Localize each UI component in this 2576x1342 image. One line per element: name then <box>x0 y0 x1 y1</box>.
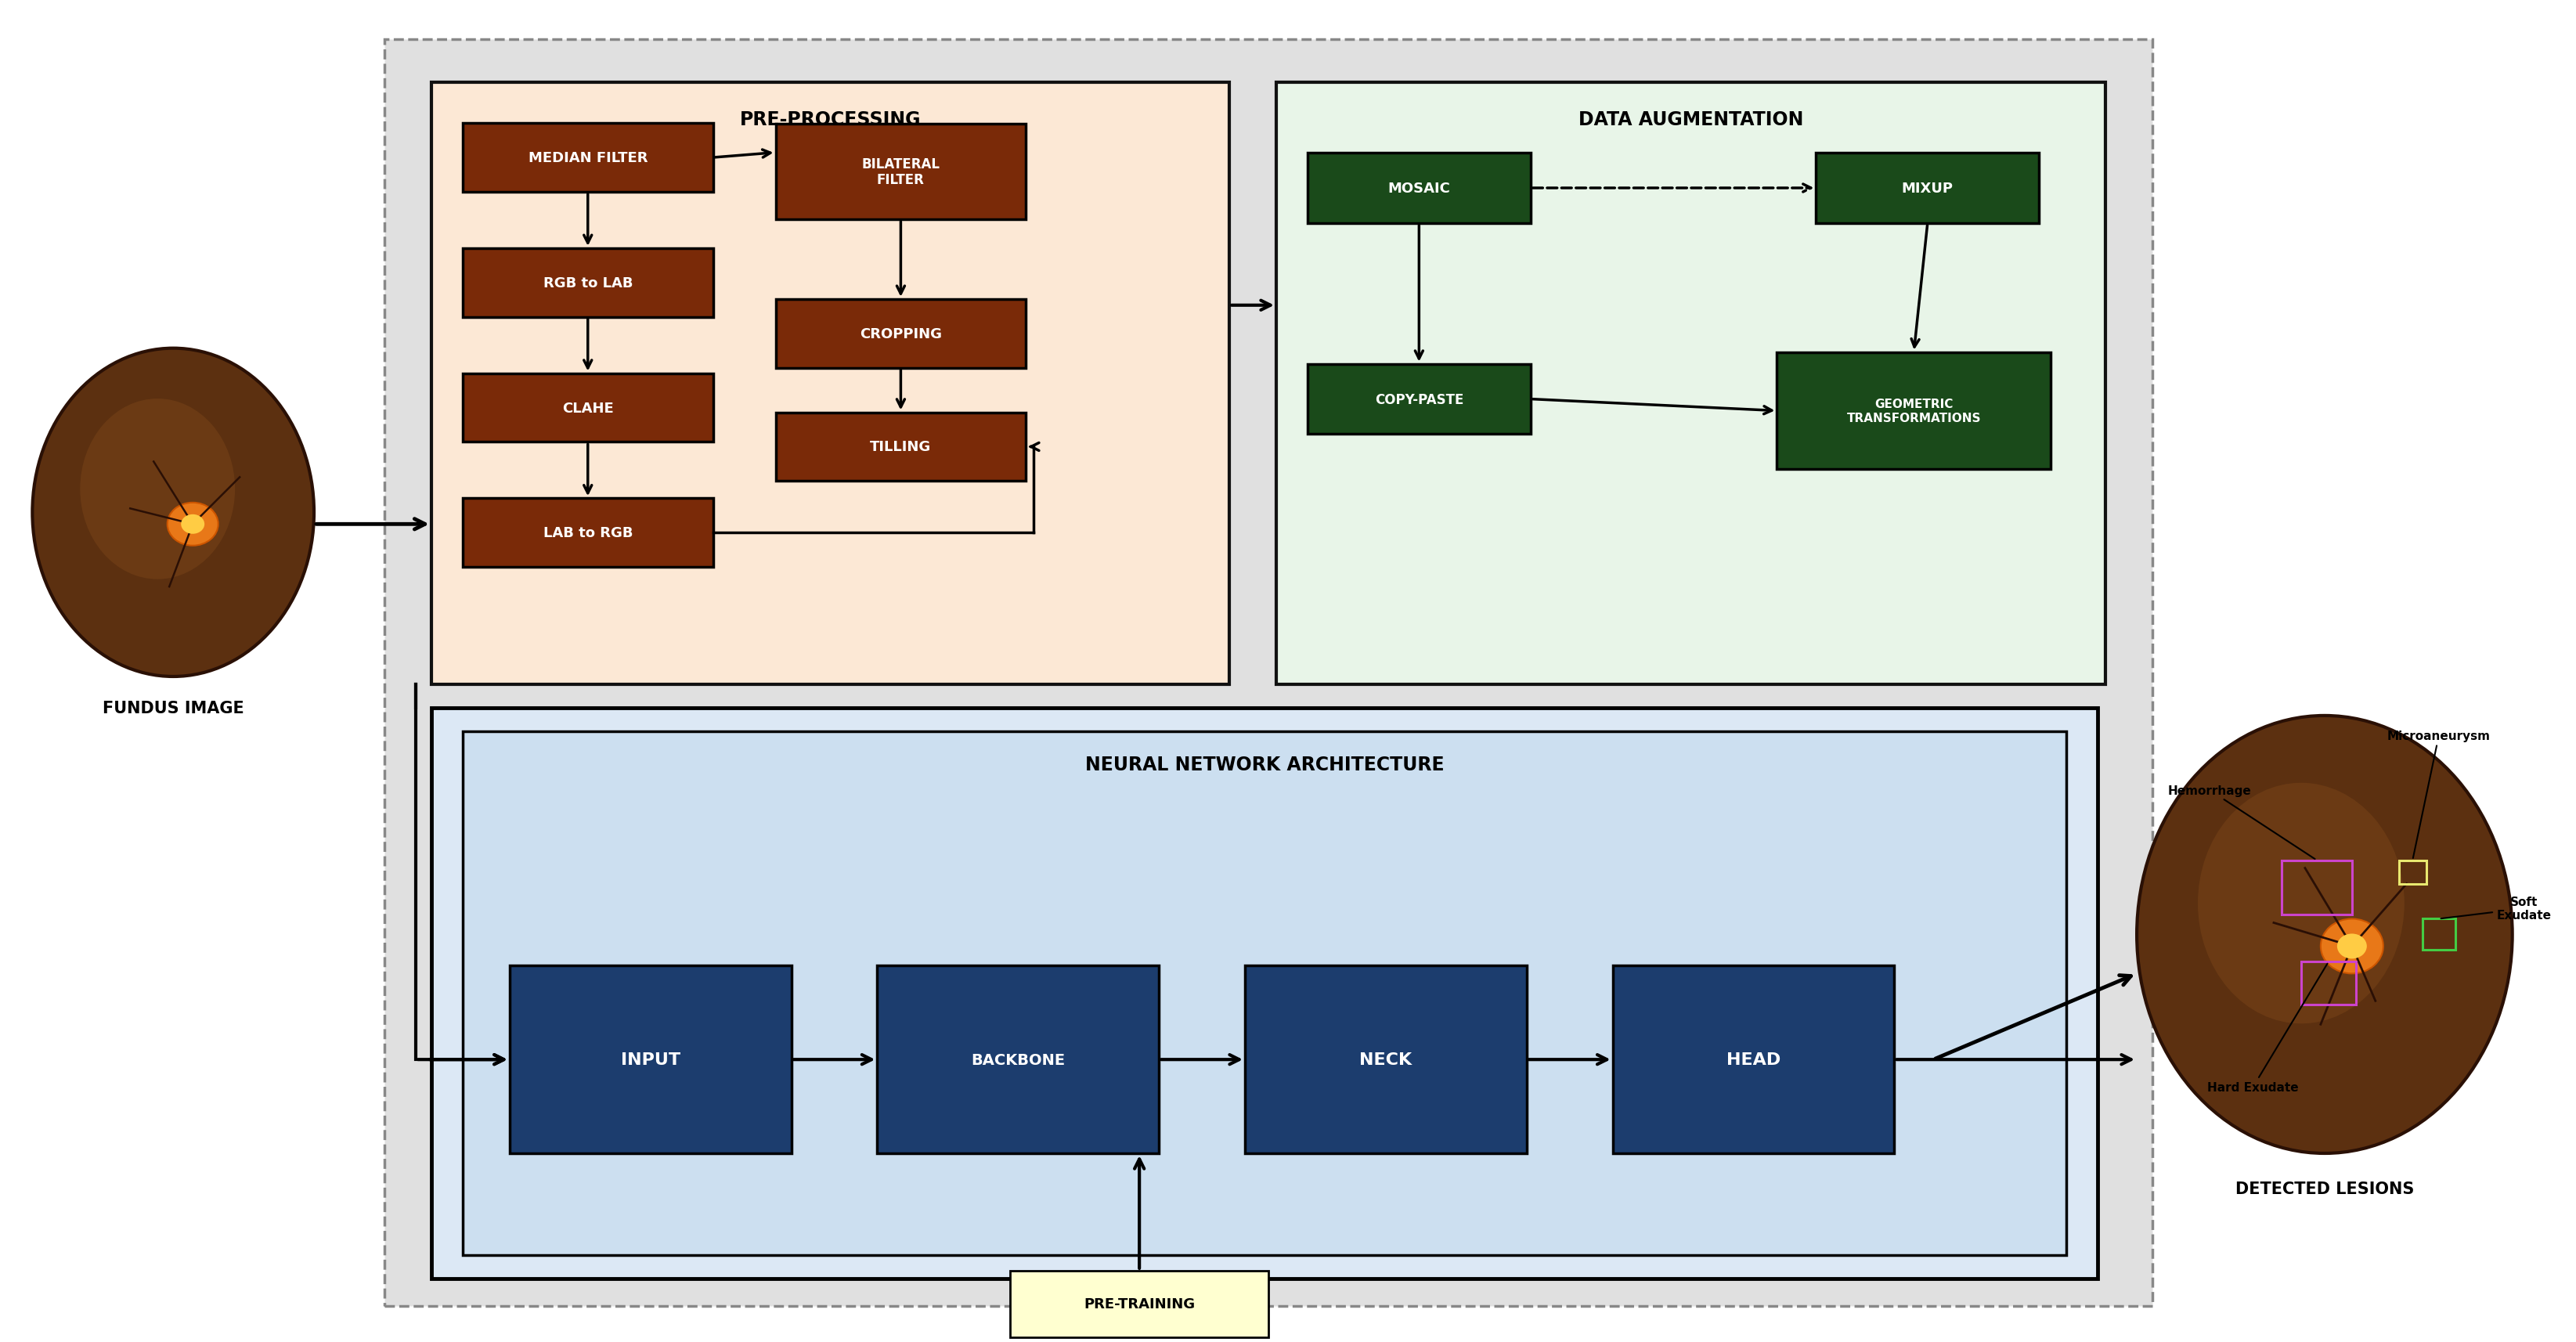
Text: NEURAL NETWORK ARCHITECTURE: NEURAL NETWORK ARCHITECTURE <box>1084 756 1445 774</box>
Text: Hemorrhage: Hemorrhage <box>2169 785 2316 859</box>
Text: FUNDUS IMAGE: FUNDUS IMAGE <box>103 701 245 715</box>
Text: RGB to LAB: RGB to LAB <box>544 276 634 290</box>
Text: Microaneurysm: Microaneurysm <box>2388 730 2491 859</box>
Text: MIXUP: MIXUP <box>1901 181 1953 196</box>
Text: MOSAIC: MOSAIC <box>1388 181 1450 196</box>
Bar <box>1275 83 2105 684</box>
Ellipse shape <box>2197 784 2403 1024</box>
Text: Soft
Exudate: Soft Exudate <box>2442 896 2550 922</box>
Text: INPUT: INPUT <box>621 1052 680 1067</box>
Text: HEAD: HEAD <box>1726 1052 1780 1067</box>
Bar <box>1309 365 1530 435</box>
Bar <box>1613 966 1893 1153</box>
Bar <box>1309 153 1530 224</box>
Bar <box>1777 353 2050 470</box>
Text: BILATERAL
FILTER: BILATERAL FILTER <box>860 157 940 188</box>
Text: DATA AUGMENTATION: DATA AUGMENTATION <box>1579 110 1803 129</box>
Bar <box>384 40 2154 1306</box>
Text: DETECTED LESIONS: DETECTED LESIONS <box>2236 1181 2414 1197</box>
Bar <box>464 123 714 192</box>
Bar <box>775 299 1025 368</box>
Bar <box>2282 860 2352 915</box>
Text: GEOMETRIC
TRANSFORMATIONS: GEOMETRIC TRANSFORMATIONS <box>1847 399 1981 424</box>
Bar <box>430 83 1229 684</box>
Text: BACKBONE: BACKBONE <box>971 1052 1064 1067</box>
Text: PRE-TRAINING: PRE-TRAINING <box>1084 1296 1195 1311</box>
Text: NECK: NECK <box>1360 1052 1412 1067</box>
Ellipse shape <box>2336 934 2367 960</box>
Bar <box>464 731 2066 1255</box>
Ellipse shape <box>33 349 314 676</box>
Bar <box>2398 860 2427 884</box>
Bar <box>464 499 714 568</box>
Text: COPY-PASTE: COPY-PASTE <box>1376 392 1463 407</box>
Bar <box>464 373 714 443</box>
Bar <box>464 248 714 318</box>
Bar <box>775 413 1025 482</box>
Bar <box>1816 153 2040 224</box>
Text: TILLING: TILLING <box>871 440 933 454</box>
Bar <box>2421 919 2455 950</box>
Bar <box>510 966 791 1153</box>
Text: CLAHE: CLAHE <box>562 401 613 415</box>
Ellipse shape <box>180 515 204 534</box>
Text: Hard Exudate: Hard Exudate <box>2208 964 2326 1094</box>
Ellipse shape <box>2138 715 2512 1153</box>
Bar <box>2300 962 2357 1005</box>
Text: LAB to RGB: LAB to RGB <box>544 526 634 539</box>
Bar <box>1010 1271 1267 1337</box>
Ellipse shape <box>80 399 234 580</box>
Bar <box>1244 966 1528 1153</box>
Text: PRE-PROCESSING: PRE-PROCESSING <box>739 110 922 129</box>
Bar <box>878 966 1159 1153</box>
Text: CROPPING: CROPPING <box>860 327 943 341</box>
Ellipse shape <box>2321 919 2383 974</box>
Bar <box>430 709 2097 1279</box>
Text: MEDIAN FILTER: MEDIAN FILTER <box>528 152 647 165</box>
Bar <box>775 125 1025 220</box>
Ellipse shape <box>167 503 219 546</box>
